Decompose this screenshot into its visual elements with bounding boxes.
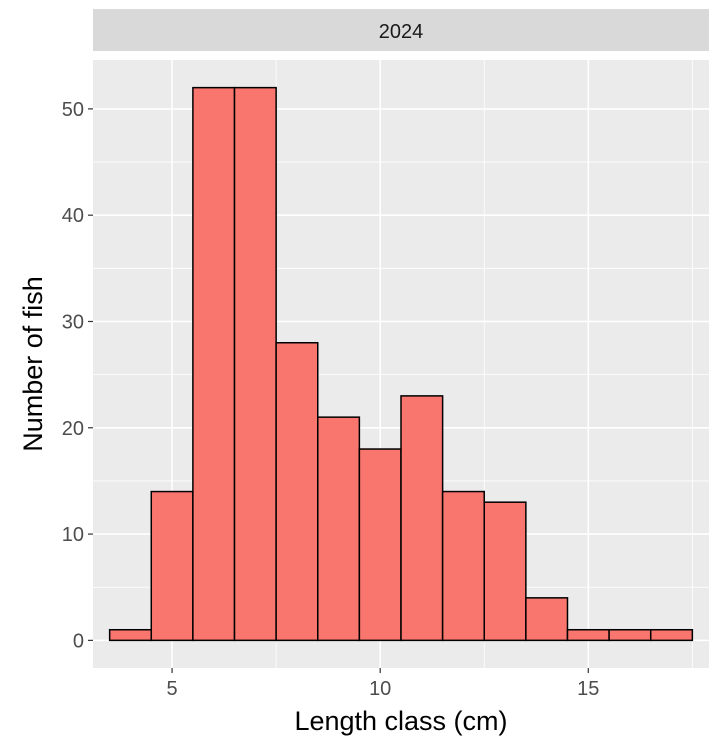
- y-tick-label: 10: [62, 524, 84, 546]
- histogram-bar: [275, 341, 319, 642]
- histogram-bar: [566, 628, 610, 642]
- histogram-bar: [233, 86, 277, 642]
- x-tick-label: 15: [577, 678, 599, 700]
- histogram-bar: [108, 628, 153, 642]
- histogram-bar: [317, 416, 361, 642]
- y-tick-label: 40: [62, 205, 84, 227]
- x-axis: 5 10 15: [167, 668, 599, 700]
- x-axis-title: Length class (cm): [294, 706, 507, 736]
- histogram-bar: [525, 597, 569, 642]
- histogram-bar: [400, 395, 444, 642]
- bars: [108, 86, 694, 642]
- y-tick-label: 0: [73, 630, 84, 652]
- facet-strip-label: 2024: [379, 21, 424, 43]
- histogram-bar: [358, 448, 402, 642]
- x-tick-label: 10: [369, 678, 391, 700]
- y-tick-label: 50: [62, 99, 84, 121]
- histogram-bar: [608, 628, 652, 642]
- y-tick-label: 20: [62, 418, 84, 440]
- histogram-bar: [441, 490, 485, 642]
- histogram-bar: [192, 86, 236, 642]
- y-tick-label: 30: [62, 311, 84, 333]
- histogram-bar: [150, 490, 194, 642]
- histogram-bar: [483, 501, 527, 642]
- x-tick-label: 5: [167, 678, 178, 700]
- histogram-bar: [649, 628, 694, 642]
- y-axis: 0 10 20 30 40 50: [62, 99, 93, 652]
- facet-strip: [93, 9, 709, 51]
- y-axis-title: Number of fish: [18, 276, 48, 452]
